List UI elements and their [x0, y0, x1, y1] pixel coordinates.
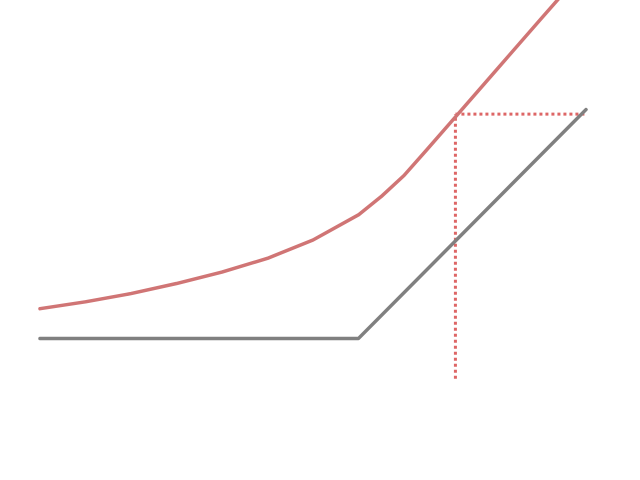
series-line-1: [38, 0, 560, 311]
series-line-0: [38, 107, 588, 341]
chart-marks: [38, 0, 588, 379]
